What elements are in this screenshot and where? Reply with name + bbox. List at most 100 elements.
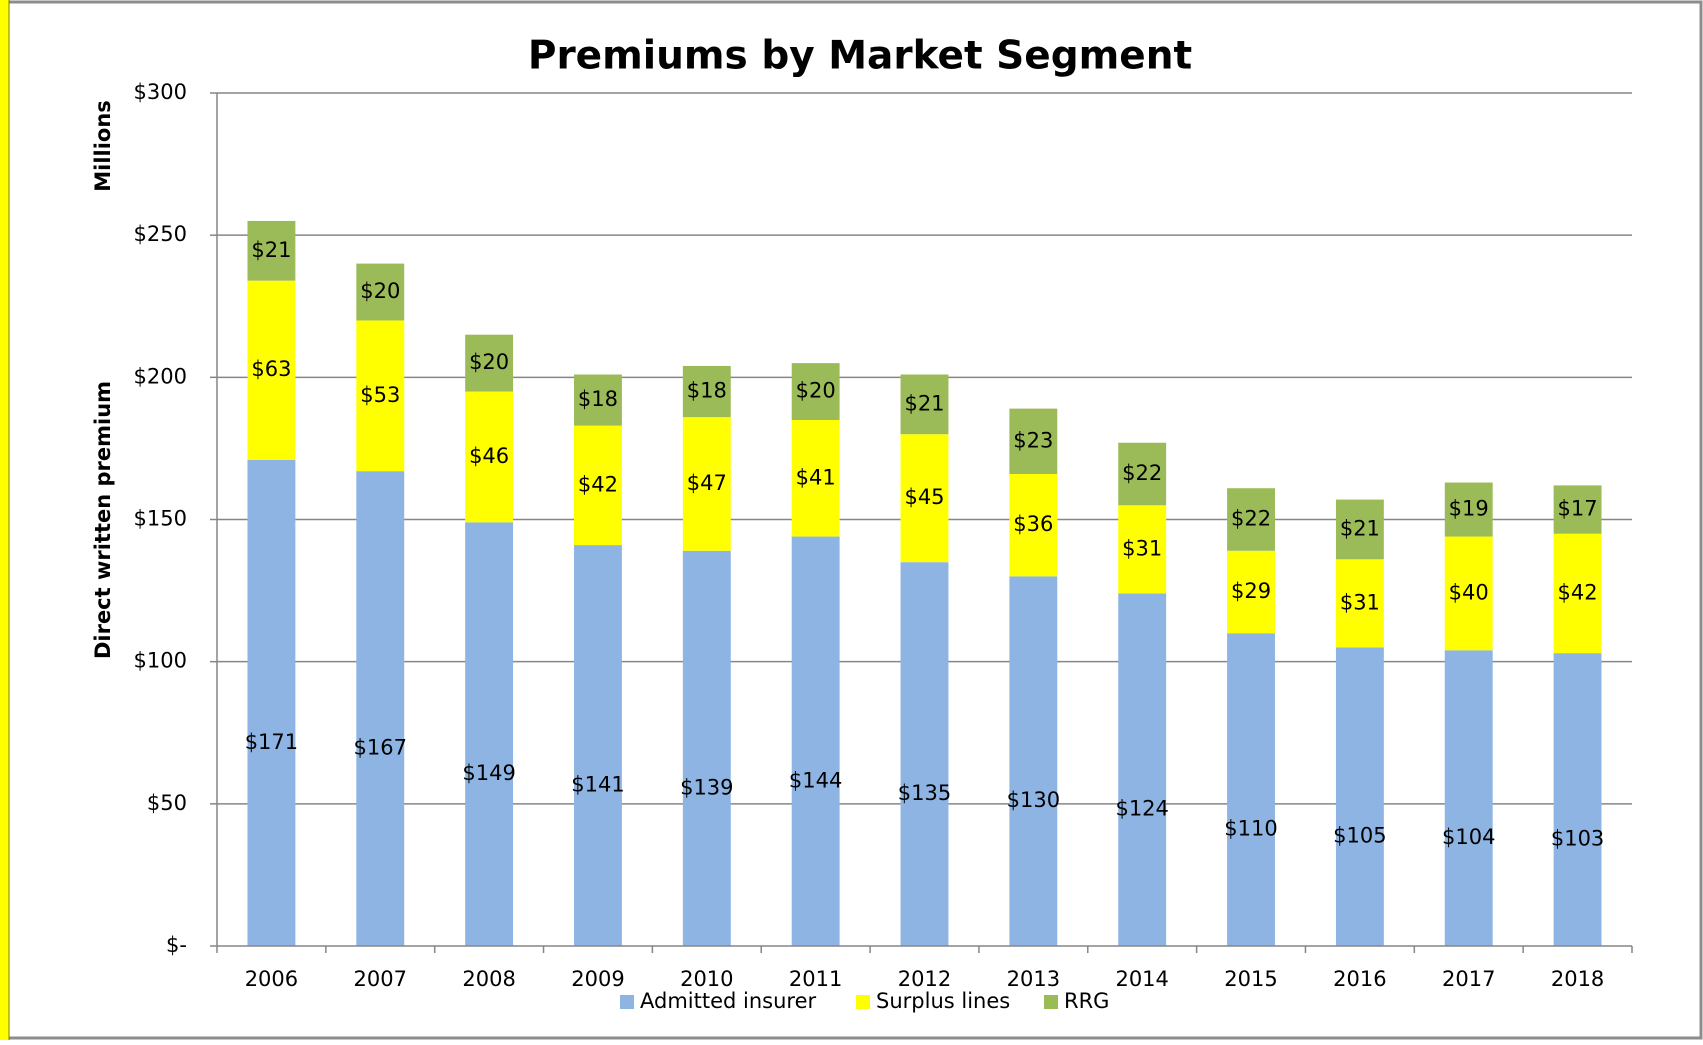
data-label: $21: [904, 391, 944, 415]
x-tick-label: 2011: [789, 967, 842, 991]
x-tick-label: 2014: [1115, 967, 1168, 991]
data-label: $130: [1007, 788, 1060, 812]
data-label: $47: [687, 471, 727, 495]
x-tick-label: 2012: [898, 967, 951, 991]
data-label: $22: [1231, 507, 1271, 531]
x-tick-label: 2018: [1551, 967, 1604, 991]
legend-swatch: [1044, 995, 1058, 1009]
data-label: $20: [469, 350, 509, 374]
bar-segment: [1118, 442, 1167, 506]
bar-segment: [574, 374, 622, 426]
legend-label: Surplus lines: [876, 989, 1010, 1013]
bar-segment: [1335, 499, 1384, 560]
legend-label: Admitted insurer: [640, 989, 816, 1013]
bar-segment: [1227, 550, 1275, 634]
bar-segment: [1227, 488, 1275, 551]
data-label: $29: [1231, 579, 1271, 603]
x-tick-label: 2006: [245, 967, 298, 991]
bar-segment: [900, 374, 949, 435]
bar-segment: [1118, 505, 1167, 594]
legend-swatch: [620, 995, 634, 1009]
bar-segment: [1227, 633, 1275, 946]
data-label: $18: [687, 379, 727, 403]
y-axis-label: Direct written premium: [91, 381, 115, 659]
data-label: $110: [1224, 817, 1277, 841]
y-tick-label: $-: [166, 933, 187, 957]
data-label: $171: [245, 730, 298, 754]
data-label: $139: [680, 775, 733, 799]
x-tick-label: 2016: [1333, 967, 1386, 991]
bar-segment: [1444, 536, 1493, 651]
bar-segment: [682, 550, 731, 946]
bar-segment: [1009, 408, 1058, 475]
bar-segment: [900, 562, 949, 946]
y-tick-label: $250: [134, 222, 187, 246]
frame-accent: [0, 0, 9, 1040]
bar-segment: [1335, 647, 1384, 946]
x-tick-label: 2007: [354, 967, 407, 991]
x-tick-label: 2009: [571, 967, 624, 991]
data-label: $105: [1333, 824, 1386, 848]
bar-segment: [247, 220, 296, 281]
y-tick-label: $200: [134, 364, 187, 388]
data-label: $42: [1558, 580, 1598, 604]
bar-segment: [1009, 474, 1058, 577]
data-label: $40: [1449, 580, 1489, 604]
data-label: $141: [571, 773, 624, 797]
data-label: $45: [904, 485, 944, 509]
bar-segment: [1553, 653, 1602, 946]
bar-segment: [465, 522, 514, 946]
legend-label: RRG: [1064, 989, 1109, 1013]
bar-segment: [791, 363, 840, 420]
x-tick-label: 2013: [1007, 967, 1060, 991]
data-label: $46: [469, 444, 509, 468]
data-label: $144: [789, 768, 842, 792]
bar-segment: [574, 425, 622, 546]
bar-segment: [465, 334, 514, 392]
y-tick-label: $150: [134, 507, 187, 531]
data-label: $21: [1340, 516, 1380, 540]
data-label: $124: [1115, 797, 1168, 821]
bar-segment: [791, 419, 840, 537]
bar-segment: [1335, 559, 1384, 648]
data-label: $31: [1340, 590, 1380, 614]
data-label: $23: [1013, 428, 1053, 452]
x-tick-label: 2010: [680, 967, 733, 991]
bar-segment: [1444, 650, 1493, 946]
legend-swatch: [856, 995, 870, 1009]
bar-segment: [247, 459, 296, 946]
bar-segment: [1009, 576, 1058, 946]
data-label: $53: [360, 383, 400, 407]
bar-segment: [1553, 533, 1602, 654]
bar-segment: [1444, 482, 1493, 537]
x-tick-label: 2017: [1442, 967, 1495, 991]
data-label: $63: [251, 357, 291, 381]
x-tick-label: 2015: [1224, 967, 1277, 991]
data-label: $20: [796, 379, 836, 403]
bar-segment: [791, 536, 840, 946]
bar-segment: [356, 471, 405, 946]
data-label: $103: [1551, 827, 1604, 851]
data-label: $42: [578, 472, 618, 496]
y-tick-label: $50: [147, 791, 187, 815]
data-label: $104: [1442, 825, 1495, 849]
bar-segment: [900, 434, 949, 563]
y-tick-label: $100: [134, 649, 187, 673]
bar-segment: [682, 417, 731, 551]
y-tick-label: $300: [134, 80, 187, 104]
data-label: $20: [360, 279, 400, 303]
y-unit-label: Millions: [91, 100, 115, 192]
bar-segment: [247, 280, 296, 460]
bar-segment: [682, 365, 731, 418]
bar-segment: [356, 320, 405, 472]
data-label: $19: [1449, 497, 1489, 521]
data-label: $36: [1013, 512, 1053, 536]
data-label: $31: [1122, 536, 1162, 560]
data-label: $18: [578, 387, 618, 411]
data-label: $149: [462, 761, 515, 785]
data-label: $41: [796, 465, 836, 489]
chart-title: Premiums by Market Segment: [528, 34, 1192, 79]
bar-segment: [1118, 593, 1167, 946]
